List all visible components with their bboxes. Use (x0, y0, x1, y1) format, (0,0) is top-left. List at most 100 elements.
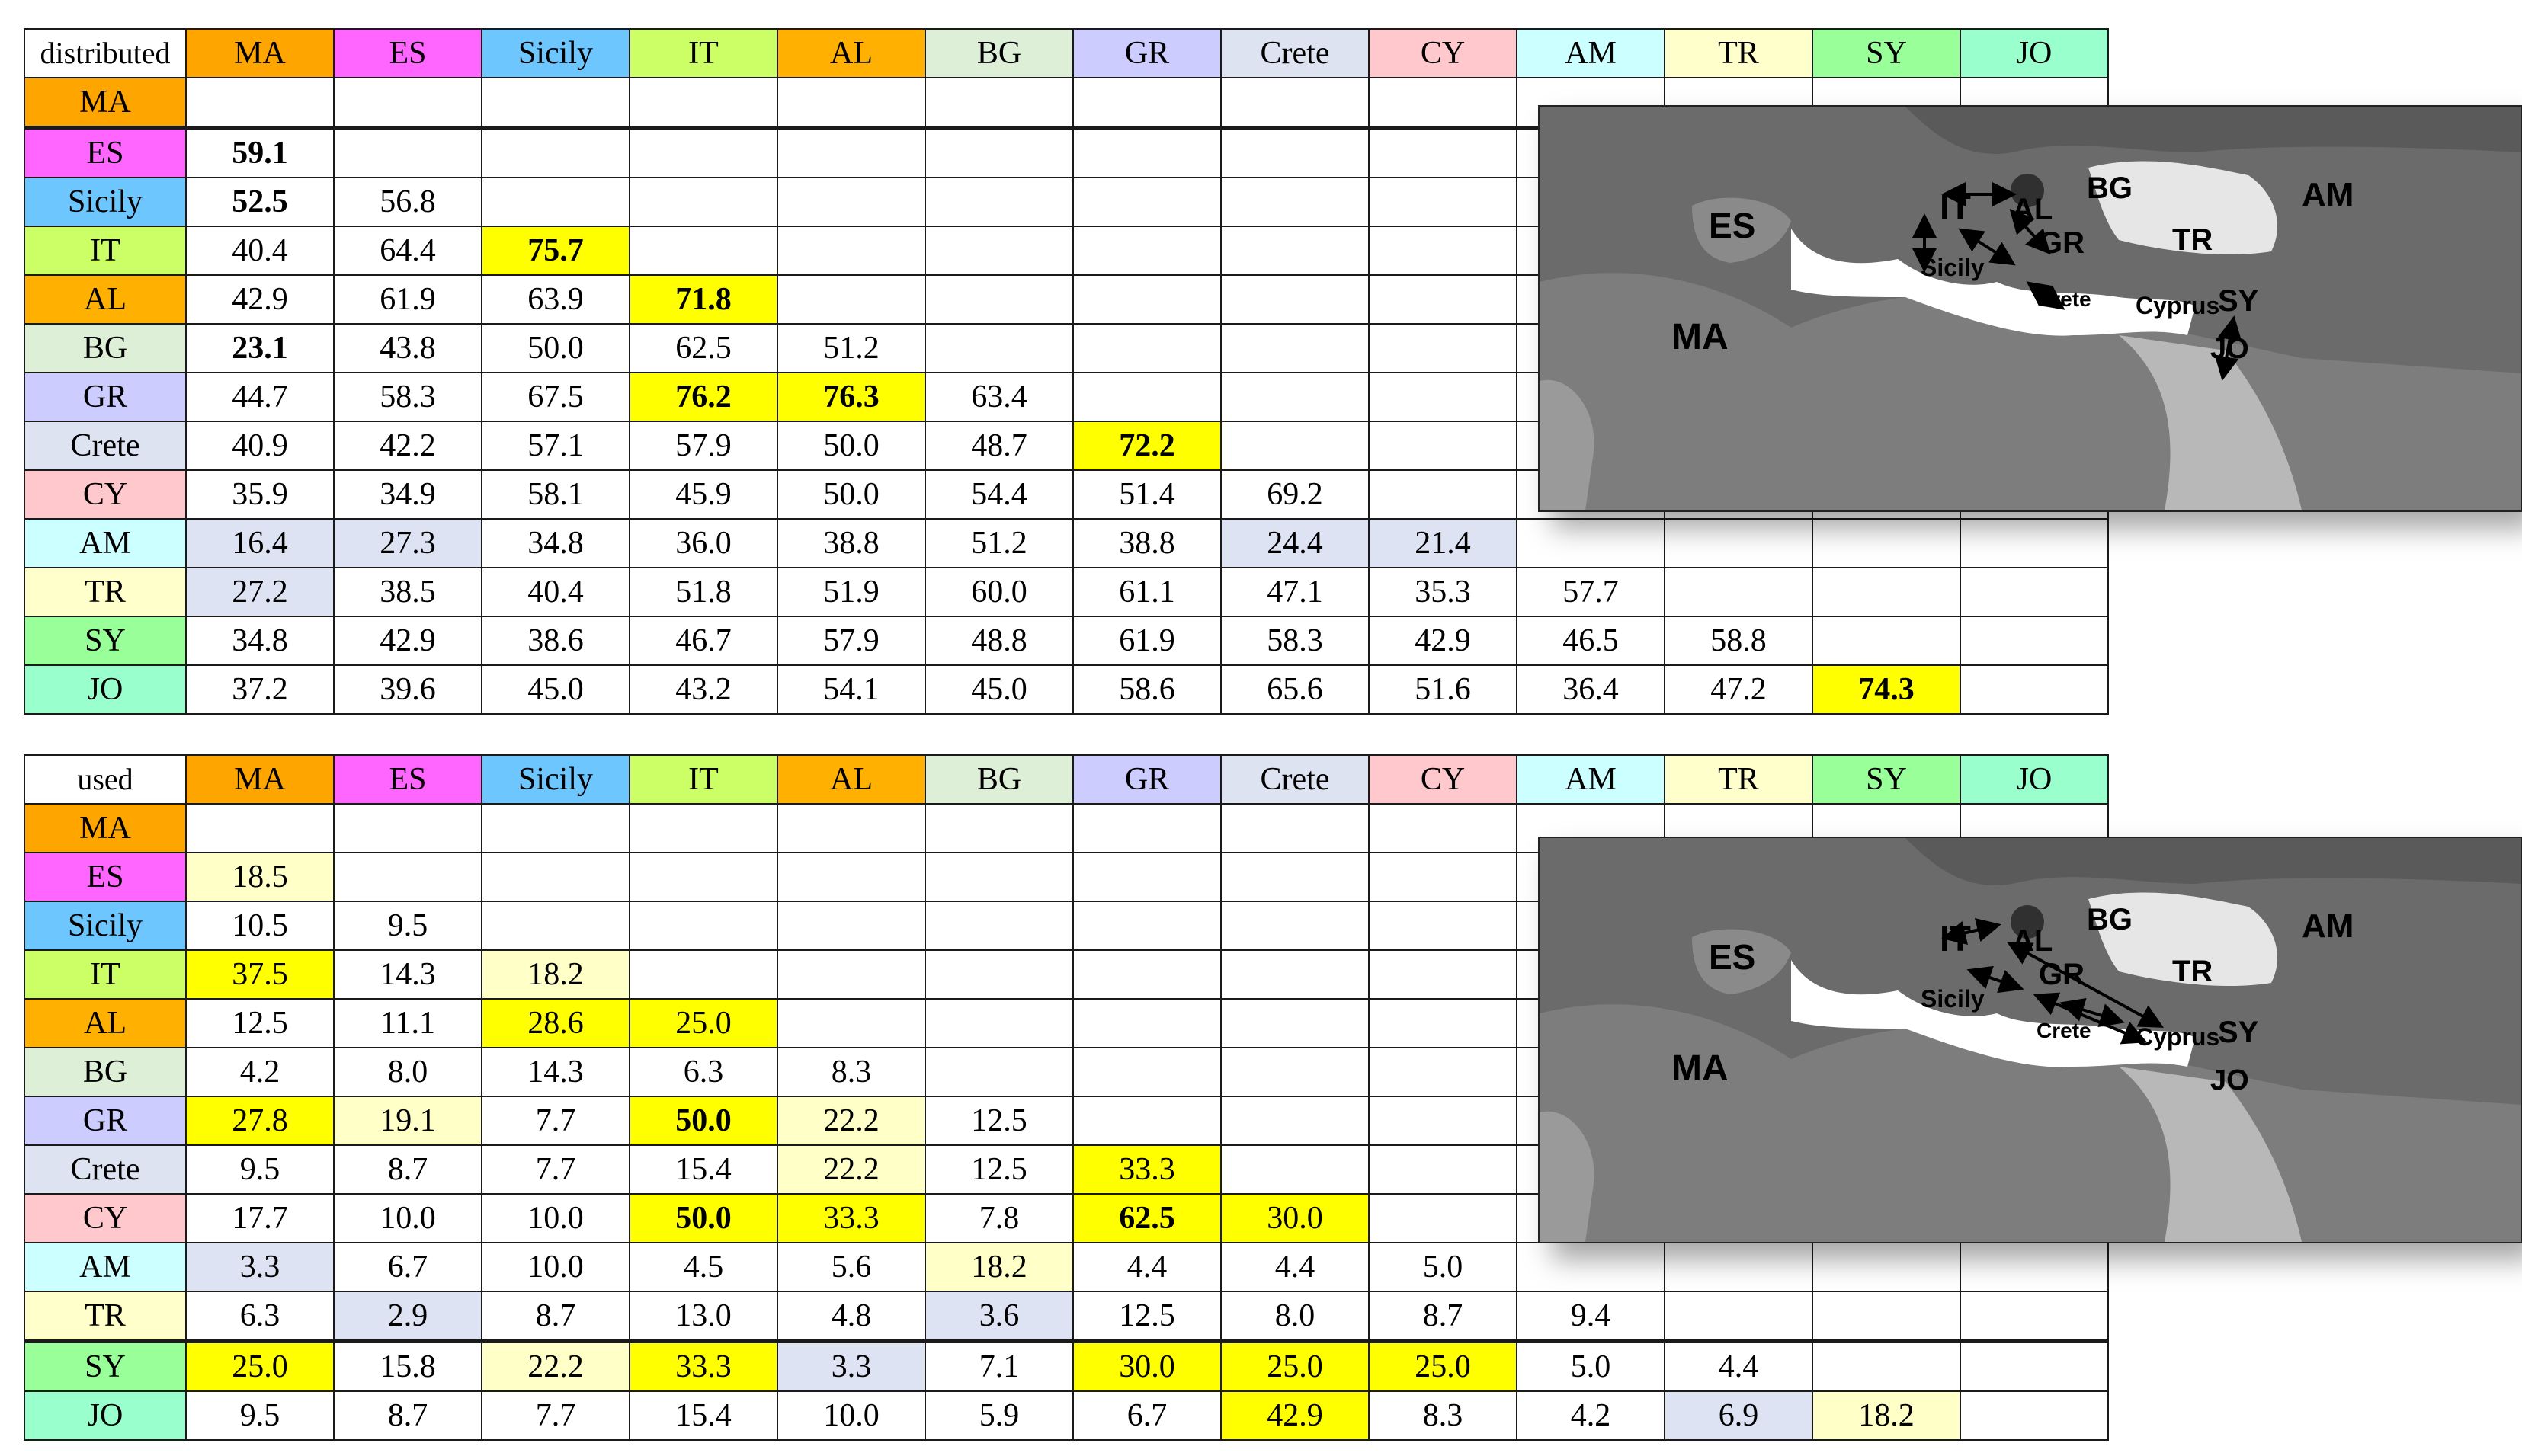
map-label: AL (2012, 193, 2053, 226)
map-label: TR (2172, 955, 2213, 988)
map-label: Cyprus (2136, 1023, 2219, 1051)
table-cell (1812, 1339, 1961, 1392)
table-cell: 75.7 (481, 226, 630, 276)
row-header: GR (24, 1096, 187, 1146)
table-cell (1960, 1242, 2109, 1292)
table-cell: 67.5 (481, 372, 630, 422)
row-header: BG (24, 323, 187, 373)
table-cell (777, 949, 926, 1000)
table-cell: 40.4 (185, 226, 335, 276)
table-cell: 2.9 (333, 1291, 482, 1342)
table-cell: 54.4 (925, 469, 1074, 520)
table-cell: 50.0 (777, 421, 926, 471)
table-cell: 43.8 (333, 323, 482, 373)
column-header: AL (777, 754, 926, 805)
table-cell (629, 949, 778, 1000)
table-cell (1812, 1242, 1961, 1292)
table-row: TR 6.3 2.9 8.7 13.0 4.8 3.6 12.5 8.0 8.7 9.4 (24, 1291, 2109, 1342)
table-cell: 36.4 (1516, 664, 1665, 715)
table-cell (1368, 126, 1517, 178)
table-cell: 34.8 (481, 518, 630, 568)
map-label: IT (1940, 187, 1971, 227)
table-cell: 47.1 (1220, 567, 1370, 617)
table-cell: 65.6 (1220, 664, 1370, 715)
row-header: AM (24, 518, 187, 568)
table-cell: 35.9 (185, 469, 335, 520)
row-header: Crete (24, 421, 187, 471)
table-cell: 6.3 (185, 1291, 335, 1342)
table-cell (925, 126, 1074, 178)
map-label: JO (2210, 1064, 2249, 1096)
table-cell (777, 274, 926, 325)
row-header: Sicily (24, 901, 187, 951)
map-label: TR (2172, 223, 2213, 257)
table-cell (1368, 226, 1517, 276)
table-cell (777, 77, 926, 129)
table-cell: 61.9 (1072, 616, 1222, 666)
table-cell (925, 949, 1074, 1000)
column-header: BG (925, 28, 1074, 78)
table-cell: 37.2 (185, 664, 335, 715)
table-cell (1220, 372, 1370, 422)
table-cell: 45.9 (629, 469, 778, 520)
row-header: CY (24, 1193, 187, 1243)
table-cell (1368, 949, 1517, 1000)
table-cell: 10.0 (481, 1193, 630, 1243)
table-cell (1072, 852, 1222, 902)
table-cell: 7.8 (925, 1193, 1074, 1243)
table-cell: 63.4 (925, 372, 1074, 422)
table-cell: 6.7 (333, 1242, 482, 1292)
table-cell (925, 77, 1074, 129)
column-header: Sicily (481, 28, 630, 78)
table-row: JO 9.5 8.7 7.7 15.4 10.0 5.9 6.7 42.9 8.3 4.2 6.9 18… (24, 1390, 2109, 1441)
table-cell: 62.5 (629, 323, 778, 373)
table-cell (1220, 421, 1370, 471)
table-cell: 10.0 (481, 1242, 630, 1292)
table-row: MA (24, 803, 2109, 853)
table-cell: 57.1 (481, 421, 630, 471)
row-header: IT (24, 226, 187, 276)
table-cell (925, 274, 1074, 325)
table-cell (1072, 998, 1222, 1048)
table-cell (1368, 372, 1517, 422)
column-header: CY (1368, 28, 1517, 78)
row-header: TR (24, 1291, 187, 1342)
table-cell: 10.5 (185, 901, 335, 951)
table-cell (1368, 1144, 1517, 1195)
column-header: MA (185, 754, 335, 805)
table-cell (1072, 274, 1222, 325)
table-cell: 45.0 (925, 664, 1074, 715)
table-cell (1368, 469, 1517, 520)
table-cell (1220, 1096, 1370, 1146)
table-cell: 42.9 (333, 616, 482, 666)
column-header: Sicily (481, 754, 630, 805)
table-cell (1960, 1339, 2109, 1392)
table-cell (1072, 77, 1222, 129)
table-cell (1812, 567, 1961, 617)
row-header: AL (24, 274, 187, 325)
table-cell: 7.1 (925, 1339, 1074, 1392)
row-header: JO (24, 664, 187, 715)
table-cell (777, 226, 926, 276)
table-cell: 15.4 (629, 1144, 778, 1195)
table-row: Crete 40.9 42.2 57.1 57.9 50.0 48.7 72.2 (24, 421, 2109, 471)
table-cell (481, 852, 630, 902)
table-cell: 72.2 (1072, 421, 1222, 471)
table-cell: 51.6 (1368, 664, 1517, 715)
table-cell (777, 177, 926, 227)
table-cell: 12.5 (925, 1144, 1074, 1195)
map-used: ES MA IT AL BG GR TR AM Sicily Crete Cyprus SY JO (1538, 837, 2522, 1243)
table-cell: 5.6 (777, 1242, 926, 1292)
table-cell: 12.5 (1072, 1291, 1222, 1342)
table-corner-label: used (24, 754, 187, 805)
table-cell: 8.3 (1368, 1390, 1517, 1441)
table-cell (777, 852, 926, 902)
table-cell: 30.0 (1220, 1193, 1370, 1243)
map-label: Sicily (1921, 254, 1985, 281)
table-cell: 57.7 (1516, 567, 1665, 617)
table-cell: 54.1 (777, 664, 926, 715)
map-label: AM (2302, 907, 2354, 945)
column-header: Crete (1220, 28, 1370, 78)
map-label: AM (2302, 176, 2354, 213)
column-header: MA (185, 28, 335, 78)
